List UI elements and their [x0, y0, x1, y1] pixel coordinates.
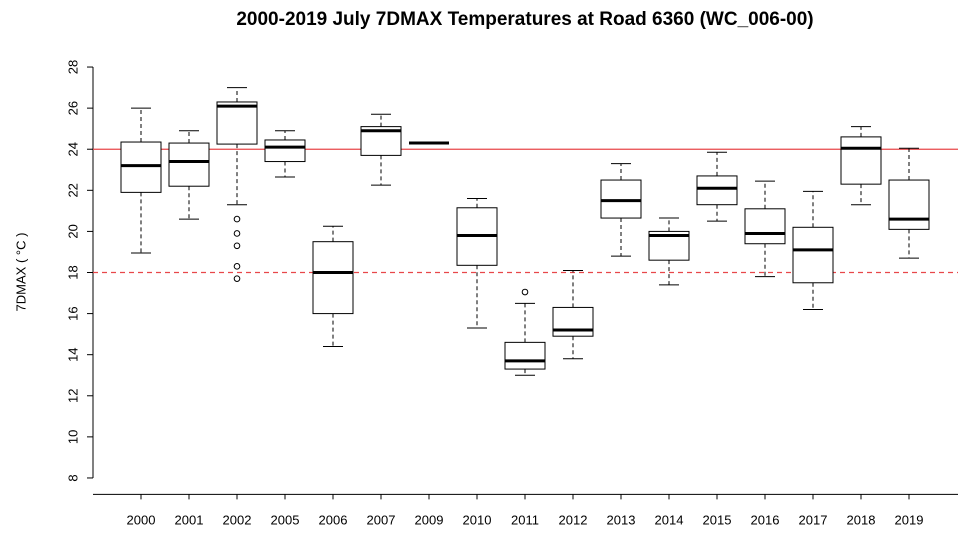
y-tick-label: 10 [65, 430, 80, 444]
x-tick-label: 2006 [319, 512, 348, 527]
outlier [233, 275, 241, 282]
y-tick-label: 22 [65, 183, 80, 197]
y-tick-label: 16 [65, 306, 80, 320]
box [888, 179, 930, 230]
box [312, 241, 354, 315]
x-tick-label: 2001 [175, 512, 204, 527]
y-tick-label: 20 [65, 224, 80, 238]
x-tick-label: 2007 [367, 512, 396, 527]
x-tick-label: 2009 [415, 512, 444, 527]
y-axis-label: 7DMAX ( °C ) [13, 233, 28, 312]
x-tick-label: 2012 [559, 512, 588, 527]
x-tick-label: 2011 [511, 512, 539, 527]
box [840, 136, 882, 185]
box [120, 141, 162, 193]
box [552, 306, 594, 337]
outlier [233, 263, 241, 270]
chart-title: 2000-2019 July 7DMAX Temperatures at Roa… [236, 9, 813, 30]
box [264, 139, 306, 163]
box [216, 101, 258, 145]
y-tick-label: 28 [65, 60, 80, 74]
box [696, 175, 738, 206]
box [600, 179, 642, 219]
x-tick-label: 2002 [223, 512, 252, 527]
x-tick-label: 2015 [703, 512, 732, 527]
y-tick-label: 24 [65, 142, 80, 156]
x-tick-label: 2019 [895, 512, 924, 527]
x-tick-label: 2017 [799, 512, 828, 527]
y-tick-label: 14 [65, 347, 80, 361]
outlier [233, 242, 241, 250]
y-tick-label: 26 [65, 101, 80, 115]
box [792, 226, 834, 284]
outlier [233, 230, 241, 237]
x-tick-label: 2000 [127, 512, 156, 527]
x-tick-label: 2016 [751, 512, 780, 527]
x-tick-label: 2005 [271, 512, 300, 527]
y-tick-label: 18 [65, 265, 80, 279]
x-tick-label: 2010 [463, 512, 492, 527]
y-tick-label: 12 [65, 389, 80, 403]
box [744, 208, 786, 245]
outlier [233, 215, 241, 223]
x-tick-label: 2014 [655, 512, 684, 527]
x-tick-label: 2018 [847, 512, 876, 527]
outlier [521, 288, 529, 296]
y-tick-label: 8 [65, 474, 80, 481]
box [504, 341, 546, 370]
box [168, 142, 210, 187]
x-tick-label: 2013 [607, 512, 636, 527]
